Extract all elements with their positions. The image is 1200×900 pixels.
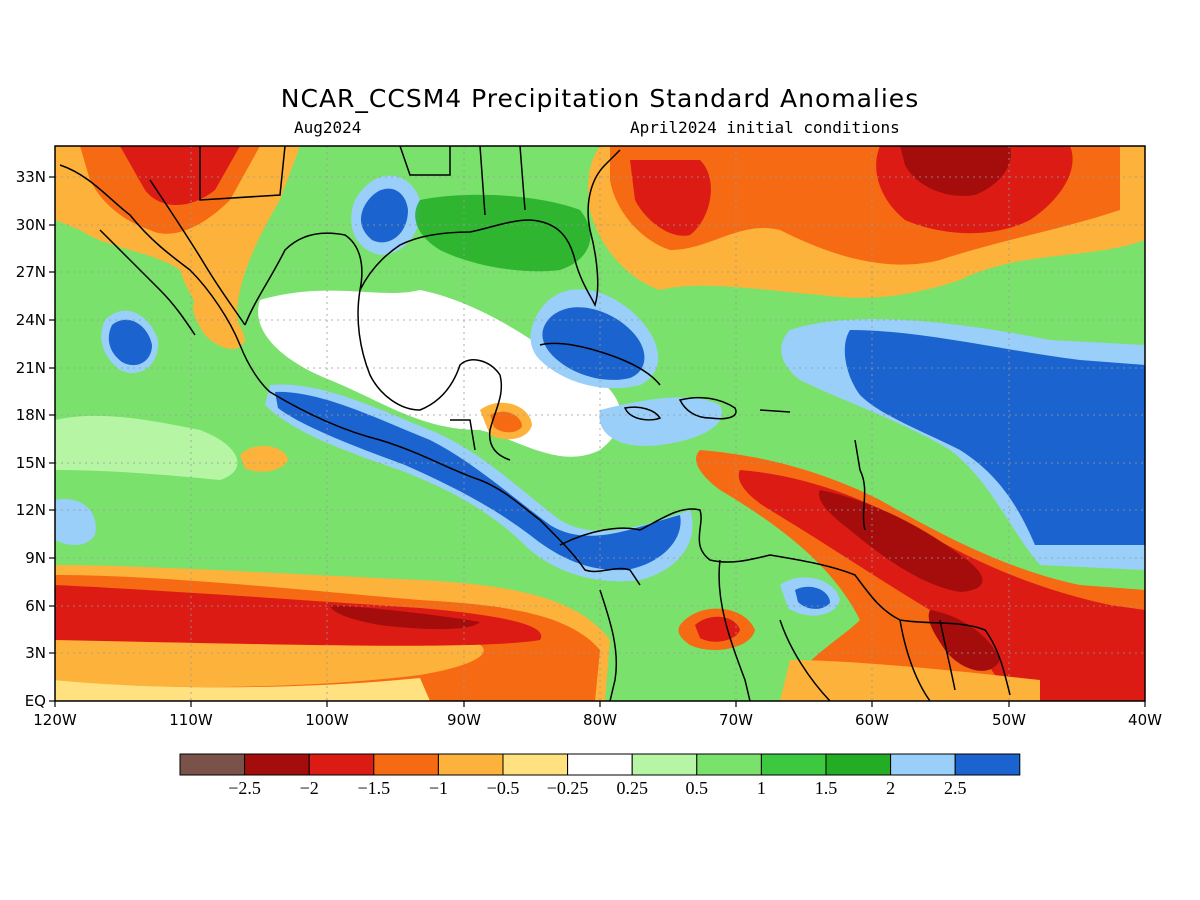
lon-label: 120W: [33, 711, 77, 729]
colorbar-label: −2: [300, 778, 319, 798]
lat-label: 6N: [25, 597, 46, 615]
lat-label: 30N: [16, 216, 46, 234]
colorbar-swatch: [825, 753, 892, 776]
lon-label: 50W: [992, 711, 1026, 729]
lat-label: EQ: [25, 692, 46, 710]
lon-label: 110W: [169, 711, 213, 729]
colorbar-swatch: [567, 753, 633, 776]
map-title: NCAR_CCSM4 Precipitation Standard Anomal…: [280, 84, 920, 113]
lat-label: 24N: [16, 311, 46, 329]
colorbar-swatch: [760, 753, 827, 776]
lat-label: 33N: [16, 168, 46, 186]
lon-label: 70W: [719, 711, 753, 729]
colorbar-label: −1: [429, 778, 448, 798]
lon-label: 60W: [855, 711, 889, 729]
valid-month-label: Aug2024: [294, 118, 362, 137]
colorbar-label: 2.5: [944, 778, 967, 798]
lat-label: 18N: [16, 406, 46, 424]
colorbar-swatch: [179, 753, 246, 776]
init-conditions-label: April2024 initial conditions: [630, 118, 900, 137]
colorbar-swatch: [954, 753, 1021, 776]
lon-label: 100W: [305, 711, 349, 729]
colorbar-swatch: [502, 753, 569, 776]
colorbar-swatch: [244, 753, 310, 776]
colorbar-label: −1.5: [357, 778, 390, 798]
coastlines: [59, 146, 1011, 701]
colorbar-label: 0.25: [616, 778, 648, 798]
colorbar: −2.5 −2 −1.5 −1 −0.5 −0.25 0.25 0.5 1 1.5 2 2.5: [179, 753, 1021, 798]
colorbar-swatch: [308, 753, 375, 776]
lat-label: 15N: [16, 454, 46, 472]
latitude-labels: 33N 30N 27N 24N 21N 18N 15N 12N 9N 6N 3N…: [16, 168, 46, 710]
colorbar-swatch: [631, 753, 698, 776]
lat-label: 21N: [16, 359, 46, 377]
lat-label: 9N: [25, 549, 46, 567]
lat-label: 3N: [25, 644, 46, 662]
longitude-labels: 120W 110W 100W 90W 80W 70W 60W 50W 40W: [33, 711, 1162, 729]
colorbar-label: −0.5: [487, 778, 520, 798]
colorbar-label: −2.5: [228, 778, 261, 798]
colorbar-label: −0.25: [547, 778, 589, 798]
colorbar-label: 0.5: [686, 778, 709, 798]
lon-label: 40W: [1128, 711, 1162, 729]
lon-label: 90W: [447, 711, 481, 729]
graticule: [55, 146, 1145, 701]
colorbar-label: 2: [886, 778, 895, 798]
colorbar-label: 1.5: [815, 778, 838, 798]
colorbar-swatch: [373, 753, 439, 776]
lon-label: 80W: [583, 711, 617, 729]
lat-label: 12N: [16, 501, 46, 519]
colorbar-swatch: [437, 753, 504, 776]
colorbar-label: 1: [757, 778, 766, 798]
colorbar-swatch: [696, 753, 762, 776]
colorbar-swatch: [890, 753, 956, 776]
lat-label: 27N: [16, 263, 46, 281]
ticks: [49, 176, 1146, 707]
